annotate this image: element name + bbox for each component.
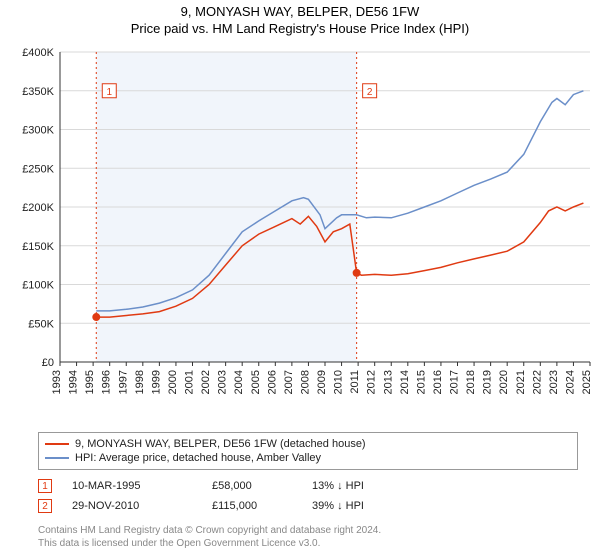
x-tick-label: 1995 bbox=[84, 370, 96, 394]
chart-subtitle: Price paid vs. HM Land Registry's House … bbox=[0, 19, 600, 42]
chart-title: 9, MONYASH WAY, BELPER, DE56 1FW bbox=[0, 0, 600, 19]
x-tick-label: 1998 bbox=[134, 370, 146, 394]
marker-delta: 13% ↓ HPI bbox=[312, 480, 412, 492]
x-tick-label: 2003 bbox=[217, 370, 229, 394]
x-tick-label: 2025 bbox=[581, 370, 593, 394]
y-tick-label: £250K bbox=[22, 163, 54, 175]
legend-item: HPI: Average price, detached house, Ambe… bbox=[45, 451, 571, 465]
markers-table: 1 10-MAR-1995 £58,000 13% ↓ HPI 2 29-NOV-2010… bbox=[38, 476, 578, 516]
marker-row-badge: 2 bbox=[38, 499, 52, 513]
x-tick-label: 2000 bbox=[167, 370, 179, 394]
y-tick-label: £200K bbox=[22, 202, 54, 214]
footer-line1: Contains HM Land Registry data © Crown c… bbox=[38, 524, 578, 537]
y-tick-label: £400K bbox=[22, 47, 54, 59]
x-tick-label: 2004 bbox=[233, 370, 245, 394]
marker-dot bbox=[92, 313, 100, 321]
marker-price: £115,000 bbox=[212, 500, 292, 512]
y-tick-label: £300K bbox=[22, 125, 54, 137]
marker-delta: 39% ↓ HPI bbox=[312, 500, 412, 512]
x-tick-label: 2006 bbox=[266, 370, 278, 394]
x-tick-label: 2002 bbox=[200, 370, 212, 394]
marker-date: 10-MAR-1995 bbox=[72, 480, 192, 492]
marker-date: 29-NOV-2010 bbox=[72, 500, 192, 512]
legend: 9, MONYASH WAY, BELPER, DE56 1FW (detach… bbox=[38, 432, 578, 470]
marker-badge-label: 1 bbox=[106, 87, 112, 98]
y-tick-label: £50K bbox=[28, 318, 54, 330]
x-tick-label: 1993 bbox=[51, 370, 63, 394]
y-tick-label: £100K bbox=[22, 280, 54, 292]
chart-container: 9, MONYASH WAY, BELPER, DE56 1FW Price p… bbox=[0, 0, 600, 560]
x-tick-label: 2018 bbox=[465, 370, 477, 394]
x-tick-label: 2019 bbox=[482, 370, 494, 394]
x-tick-label: 2013 bbox=[382, 370, 394, 394]
y-tick-label: £350K bbox=[22, 86, 54, 98]
legend-swatch bbox=[45, 443, 69, 445]
x-tick-label: 2012 bbox=[366, 370, 378, 394]
x-tick-label: 1994 bbox=[68, 370, 80, 394]
x-tick-label: 2005 bbox=[250, 370, 262, 394]
legend-item: 9, MONYASH WAY, BELPER, DE56 1FW (detach… bbox=[45, 437, 571, 451]
x-tick-label: 2001 bbox=[184, 370, 196, 394]
legend-label: HPI: Average price, detached house, Ambe… bbox=[75, 452, 321, 464]
marker-price: £58,000 bbox=[212, 480, 292, 492]
legend-label: 9, MONYASH WAY, BELPER, DE56 1FW (detach… bbox=[75, 438, 366, 450]
x-tick-label: 2016 bbox=[432, 370, 444, 394]
chart-svg: £0 £50K £100K £150K £200K £250K £300K £350K £400… bbox=[0, 42, 600, 422]
x-tick-label: 2024 bbox=[564, 370, 576, 394]
footer: Contains HM Land Registry data © Crown c… bbox=[38, 524, 578, 550]
marker-row: 1 10-MAR-1995 £58,000 13% ↓ HPI bbox=[38, 476, 578, 496]
x-tick-label: 2014 bbox=[399, 370, 411, 394]
x-tick-label: 2015 bbox=[415, 370, 427, 394]
x-tick-label: 1999 bbox=[150, 370, 162, 394]
x-tick-label: 2007 bbox=[283, 370, 295, 394]
x-tick-label: 2011 bbox=[349, 370, 361, 394]
x-tick-label: 1996 bbox=[101, 370, 113, 394]
footer-line2: This data is licensed under the Open Gov… bbox=[38, 537, 578, 550]
x-tick-label: 2009 bbox=[316, 370, 328, 394]
marker-dot bbox=[353, 269, 361, 277]
legend-swatch bbox=[45, 457, 69, 459]
x-tick-label: 1997 bbox=[117, 370, 129, 394]
x-tick-label: 2021 bbox=[515, 370, 527, 394]
marker-row-badge: 1 bbox=[38, 479, 52, 493]
x-tick-label: 2020 bbox=[498, 370, 510, 394]
x-tick-label: 2010 bbox=[333, 370, 345, 394]
x-tick-label: 2017 bbox=[449, 370, 461, 394]
y-tick-label: £150K bbox=[22, 241, 54, 253]
marker-badge-label: 2 bbox=[367, 87, 373, 98]
marker-row: 2 29-NOV-2010 £115,000 39% ↓ HPI bbox=[38, 496, 578, 516]
x-tick-label: 2023 bbox=[548, 370, 560, 394]
chart-area: £0 £50K £100K £150K £200K £250K £300K £350K £400… bbox=[0, 42, 600, 422]
y-tick-label: £0 bbox=[42, 357, 54, 369]
x-tick-label: 2022 bbox=[531, 370, 543, 394]
x-tick-label: 2008 bbox=[299, 370, 311, 394]
